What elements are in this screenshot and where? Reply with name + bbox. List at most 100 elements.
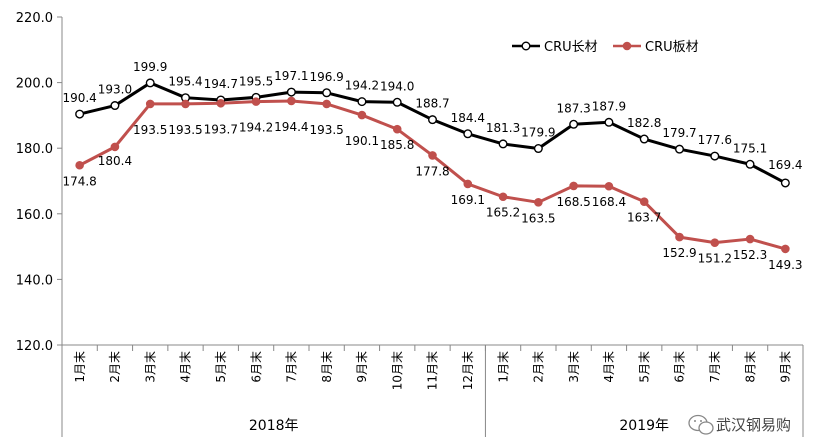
data-label-plate: 163.7 <box>627 211 661 225</box>
data-point-0 <box>357 97 367 107</box>
x-category-label: 4月末 <box>602 351 616 383</box>
data-label-long: 196.9 <box>309 70 343 84</box>
data-point-0 <box>322 88 332 98</box>
x-category-label: 8月末 <box>320 351 334 383</box>
legend-label-plate: CRU板材 <box>645 40 699 55</box>
data-point-1 <box>287 96 296 106</box>
data-point-1 <box>110 142 120 152</box>
data-label-plate: 152.9 <box>662 246 696 260</box>
data-label-long: 181.3 <box>486 121 520 135</box>
data-point-1 <box>745 234 755 244</box>
data-point-0 <box>639 134 649 144</box>
x-category-label: 6月末 <box>673 351 687 383</box>
data-point-1 <box>534 198 543 207</box>
legend-item-plate: CRU板材 <box>613 40 699 55</box>
data-point-1 <box>181 99 190 109</box>
x-category-label: 3月末 <box>143 351 157 383</box>
data-label-plate: 194.2 <box>239 121 273 135</box>
data-label-long: 194.0 <box>380 79 414 93</box>
data-label-long: 175.1 <box>733 141 767 155</box>
data-label-long: 184.4 <box>451 111 485 125</box>
data-label-plate: 194.4 <box>274 120 308 134</box>
data-label-long: 187.9 <box>592 99 626 113</box>
data-label-long: 169.4 <box>768 158 802 172</box>
x-category-label: 12月末 <box>461 351 475 390</box>
data-label-long: 194.2 <box>345 79 379 93</box>
data-point-0 <box>780 178 790 188</box>
data-label-plate: 163.5 <box>521 211 555 225</box>
data-point-1 <box>75 160 84 170</box>
data-point-0 <box>286 87 296 97</box>
data-point-0 <box>533 144 543 154</box>
data-label-plate: 190.1 <box>345 134 379 148</box>
data-point-1 <box>463 179 473 189</box>
x-category-label: 2月末 <box>108 351 122 383</box>
data-point-1 <box>322 99 331 109</box>
x-category-label: 9月末 <box>779 351 793 383</box>
data-label-long: 194.7 <box>204 77 238 91</box>
y-tick-label: 200.0 <box>16 77 53 92</box>
y-tick-label: 140.0 <box>16 273 53 288</box>
data-label-plate: 152.3 <box>733 248 767 262</box>
data-label-long: 190.4 <box>62 91 96 105</box>
year-group-label: 2018年 <box>249 418 299 434</box>
x-category-label: 9月末 <box>355 351 369 383</box>
x-category-label: 7月末 <box>708 351 722 383</box>
data-point-1 <box>216 98 226 108</box>
data-label-plate: 149.3 <box>768 258 802 272</box>
data-point-0 <box>428 115 438 125</box>
x-category-label: 7月末 <box>285 351 299 383</box>
data-label-plate: 193.5 <box>168 123 202 137</box>
y-tick-label: 120.0 <box>16 339 53 354</box>
x-category-label: 1月末 <box>73 351 87 383</box>
data-point-0 <box>498 139 508 149</box>
data-label-long: 193.0 <box>98 83 132 97</box>
data-label-plate: 168.5 <box>556 195 590 209</box>
data-point-0 <box>392 97 402 107</box>
legend-item-long: CRU长材 <box>512 40 598 55</box>
legend: CRU长材 CRU板材 <box>512 40 699 55</box>
data-label-plate: 193.5 <box>133 123 167 137</box>
x-category-labels: 1月末 2月末 3月末 4月末 5月末 6月末 7月末 8月末 9月末 10月末 11月末 12月末 1… <box>61 345 804 390</box>
data-label-long: 195.5 <box>239 74 273 88</box>
data-point-1 <box>251 97 261 106</box>
data-point-1 <box>428 151 437 160</box>
year-group-label: 2019年 <box>619 418 669 434</box>
data-point-1 <box>569 181 578 191</box>
data-point-0 <box>145 78 155 88</box>
data-label-long: 182.8 <box>627 116 661 130</box>
data-label-plate: 193.5 <box>309 123 343 137</box>
data-point-0 <box>675 144 685 154</box>
data-point-0 <box>745 159 755 169</box>
data-point-0 <box>569 119 579 129</box>
x-category-label: 1月末 <box>496 351 510 383</box>
data-point-1 <box>781 244 790 254</box>
y-tick-label: 160.0 <box>16 208 53 223</box>
data-label-plate: 165.2 <box>486 206 520 220</box>
data-label-plate: 177.8 <box>415 164 449 178</box>
data-point-0 <box>710 151 720 161</box>
axes <box>61 17 803 346</box>
x-category-label: 2月末 <box>532 351 546 383</box>
data-point-1 <box>498 192 508 202</box>
data-label-plate: 193.7 <box>204 122 238 136</box>
data-label-plate: 168.4 <box>592 195 626 209</box>
legend-marker-long <box>521 41 531 51</box>
data-label-long: 179.7 <box>662 126 696 140</box>
watermark-text: 武汉钢易购 <box>716 416 791 434</box>
data-label-plate: 185.8 <box>380 138 414 152</box>
y-tick-label: 180.0 <box>16 142 53 157</box>
data-label-plate: 169.1 <box>451 193 485 207</box>
data-point-1 <box>710 238 720 247</box>
data-point-1 <box>675 232 684 242</box>
data-label-long: 197.1 <box>274 69 308 83</box>
data-label-long: 199.9 <box>133 60 167 74</box>
watermark: 武汉钢易购 <box>688 414 791 435</box>
year-group-labels: 2018年 2019年 <box>61 345 804 437</box>
x-category-label: 4月末 <box>179 351 193 383</box>
data-label-long: 179.9 <box>521 126 555 140</box>
data-label-long: 177.6 <box>698 133 732 147</box>
data-label-long: 187.3 <box>556 101 590 115</box>
